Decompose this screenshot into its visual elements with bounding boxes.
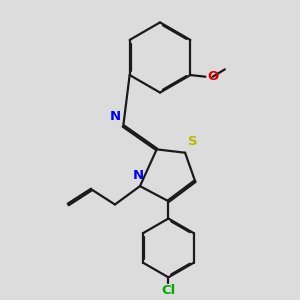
Text: Cl: Cl: [161, 284, 176, 297]
Text: N: N: [110, 110, 121, 123]
Text: O: O: [207, 70, 218, 83]
Text: N: N: [133, 169, 144, 182]
Text: S: S: [188, 135, 198, 148]
